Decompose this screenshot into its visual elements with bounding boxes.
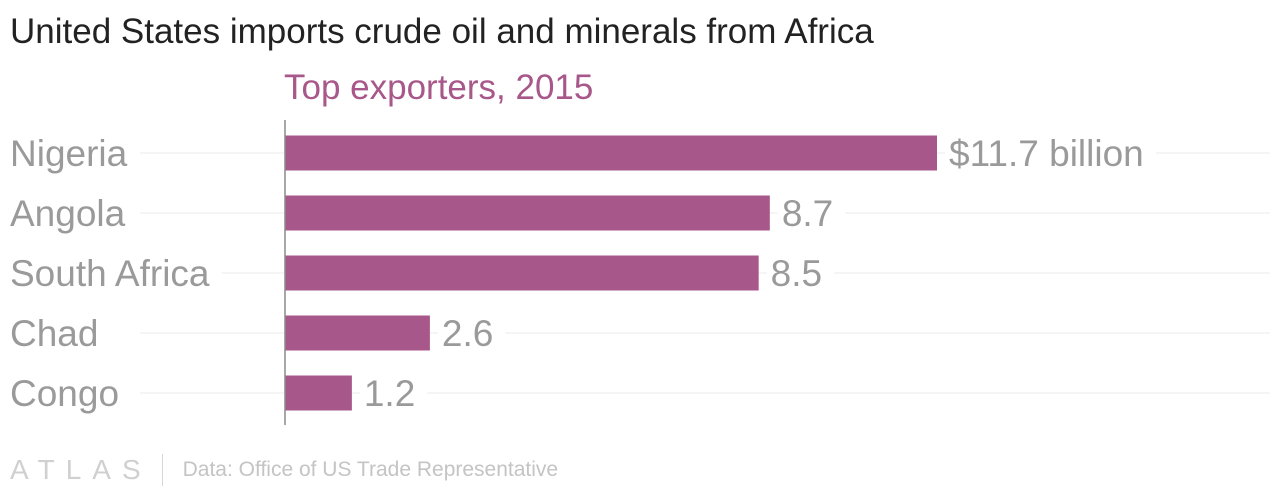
value-label-background xyxy=(777,193,846,234)
bar-chad xyxy=(285,315,430,351)
footer: ATLAS Data: Office of US Trade Represent… xyxy=(10,452,558,488)
bar-congo xyxy=(285,375,352,411)
chart-subtitle: Top exporters, 2015 xyxy=(284,68,594,107)
bar-angola xyxy=(285,195,770,231)
value-label-background xyxy=(437,313,506,354)
category-label-background xyxy=(8,193,138,234)
value-label-background xyxy=(945,133,1156,174)
value-label-angola: 8.7 xyxy=(782,193,833,234)
category-label-background xyxy=(8,373,132,414)
bar-south-africa xyxy=(285,255,759,291)
category-label-angola: Angola xyxy=(10,193,126,234)
category-label-background xyxy=(8,313,111,354)
value-label-south-africa: 8.5 xyxy=(771,253,822,294)
value-label-chad: 2.6 xyxy=(442,313,493,354)
category-label-congo: Congo xyxy=(10,373,119,414)
source-note: Data: Office of US Trade Representative xyxy=(182,458,559,481)
chart-title: United States imports crude oil and mine… xyxy=(10,12,874,51)
value-label-congo: 1.2 xyxy=(364,373,415,414)
category-label-south-africa: South Africa xyxy=(10,253,210,294)
category-label-background xyxy=(8,253,222,294)
bar-nigeria xyxy=(285,135,937,171)
value-label-background xyxy=(766,253,835,294)
category-label-chad: Chad xyxy=(10,313,98,354)
category-label-background xyxy=(8,133,140,174)
value-label-nigeria: $11.7 billion xyxy=(949,133,1144,174)
footer-divider xyxy=(161,454,163,486)
category-label-nigeria: Nigeria xyxy=(10,133,128,174)
value-label-background xyxy=(359,373,428,414)
atlas-logo: ATLAS xyxy=(10,454,152,485)
